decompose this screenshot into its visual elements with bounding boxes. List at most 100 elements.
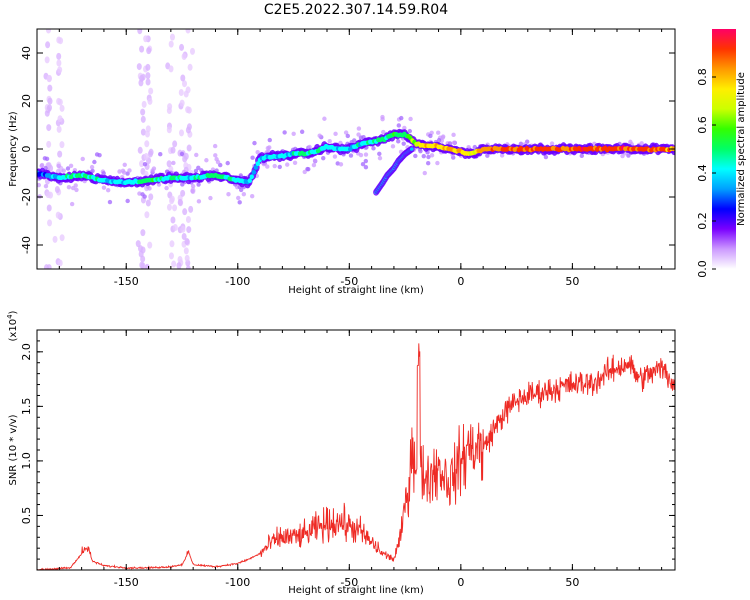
noise-blob: [176, 262, 182, 269]
noise-blob: [140, 115, 146, 123]
y-tick-label: 40: [20, 46, 33, 60]
noise-blob: [428, 133, 433, 139]
noise-blob: [185, 215, 191, 223]
noise-blob: [377, 155, 383, 161]
noise-blob: [57, 66, 63, 74]
noise-blob: [204, 158, 209, 163]
noise-blob: [451, 132, 456, 138]
noise-blob: [166, 160, 172, 168]
noise-blob: [440, 134, 446, 139]
noise-blob: [181, 53, 187, 61]
noise-blob: [46, 140, 52, 148]
noise-blob: [291, 131, 296, 136]
noise-blob: [139, 74, 145, 82]
noise-blob: [56, 125, 62, 133]
y-tick-label: 1.0: [20, 452, 33, 470]
ridge-point: [249, 174, 255, 180]
noise-blob: [321, 155, 326, 161]
noise-blob: [360, 162, 366, 167]
noise-blob: [194, 152, 199, 158]
noise-blob: [137, 29, 143, 35]
noise-blob: [186, 226, 192, 234]
noise-blob: [215, 159, 221, 165]
noise-blob: [59, 104, 65, 112]
noise-blob: [144, 211, 150, 219]
noise-blob: [127, 168, 132, 173]
noise-blob: [363, 165, 369, 170]
colorbar-tick-label: 0.4: [696, 164, 709, 182]
noise-blob: [307, 144, 312, 150]
noise-blob: [148, 87, 154, 95]
x-tick-label: 0: [457, 275, 464, 288]
noise-blob: [45, 29, 51, 34]
noise-blob: [137, 146, 143, 154]
spectrogram-y-axis-label: Frequency (Hz): [8, 111, 19, 187]
noise-blob: [402, 125, 407, 131]
colorbar: 0.0 0.2 0.4 0.6 0.8 Normalized spectral ampl…: [696, 29, 747, 278]
noise-blob: [147, 186, 152, 191]
noise-blob: [151, 166, 157, 171]
spectrogram-ticks: -150 -100 -50 0 50 -40 -20 0 20 40: [20, 29, 675, 288]
noise-blob: [69, 201, 75, 207]
spectrogram-panel: -150 -100 -50 0 50 -40 -20 0 20 40 Height of stra…: [8, 28, 676, 296]
noise-blob: [396, 139, 401, 144]
noise-blob: [422, 170, 427, 176]
noise-blob: [356, 132, 361, 137]
noise-blob: [46, 104, 52, 112]
noise-blob: [169, 240, 175, 248]
noise-blob: [139, 45, 145, 53]
y-tick-label: -20: [20, 188, 33, 206]
noise-blob: [282, 130, 287, 135]
noise-blob: [333, 131, 338, 137]
noise-blob: [166, 126, 172, 134]
noise-blob: [52, 235, 58, 243]
noise-blob: [348, 153, 354, 158]
noise-blob: [46, 264, 52, 269]
noise-blob: [172, 204, 178, 212]
noise-blob: [182, 208, 188, 216]
noise-blob: [225, 160, 230, 166]
noise-blob: [90, 168, 95, 174]
noise-blob: [371, 146, 376, 151]
noise-blob: [250, 155, 255, 160]
noise-blob: [188, 205, 194, 213]
noise-blob: [148, 193, 154, 201]
noise-blob: [451, 140, 457, 145]
noise-blob: [249, 193, 255, 199]
y-tick-label: 0: [20, 146, 33, 153]
noise-blob: [183, 247, 189, 255]
noise-blob: [57, 150, 63, 158]
noise-blob: [171, 260, 177, 268]
noise-blob: [117, 169, 122, 174]
noise-blob: [44, 56, 50, 64]
noise-blob: [80, 156, 85, 162]
y-tick-label: 0.5: [20, 507, 33, 525]
noise-blob: [189, 47, 195, 55]
noise-blob: [164, 185, 169, 191]
snr-panel: -150 -100 -50 0 50 0.5 1.0 1.5 2.0 Height of str…: [6, 310, 676, 596]
noise-blob: [122, 162, 127, 168]
noise-blob: [399, 115, 404, 121]
noise-blob: [255, 149, 260, 155]
noise-blob: [196, 182, 201, 187]
x-tick-label: 50: [565, 576, 579, 589]
noise-blob: [45, 191, 51, 199]
noise-blob: [44, 156, 50, 162]
x-tick-label: -50: [340, 275, 358, 288]
noise-blob: [421, 153, 426, 159]
noise-blob: [628, 139, 633, 145]
noise-blob: [144, 140, 150, 148]
noise-blob: [499, 153, 505, 158]
noise-blob: [322, 116, 327, 121]
noise-blob: [65, 166, 71, 171]
noise-blob: [168, 65, 174, 73]
noise-blob: [299, 129, 305, 134]
noise-blob: [59, 234, 65, 242]
noise-blob: [196, 165, 201, 171]
noise-blob: [142, 162, 148, 167]
noise-blob: [182, 80, 188, 88]
noise-blob: [213, 153, 218, 158]
noise-blob: [74, 187, 79, 193]
noise-blob: [140, 246, 146, 254]
